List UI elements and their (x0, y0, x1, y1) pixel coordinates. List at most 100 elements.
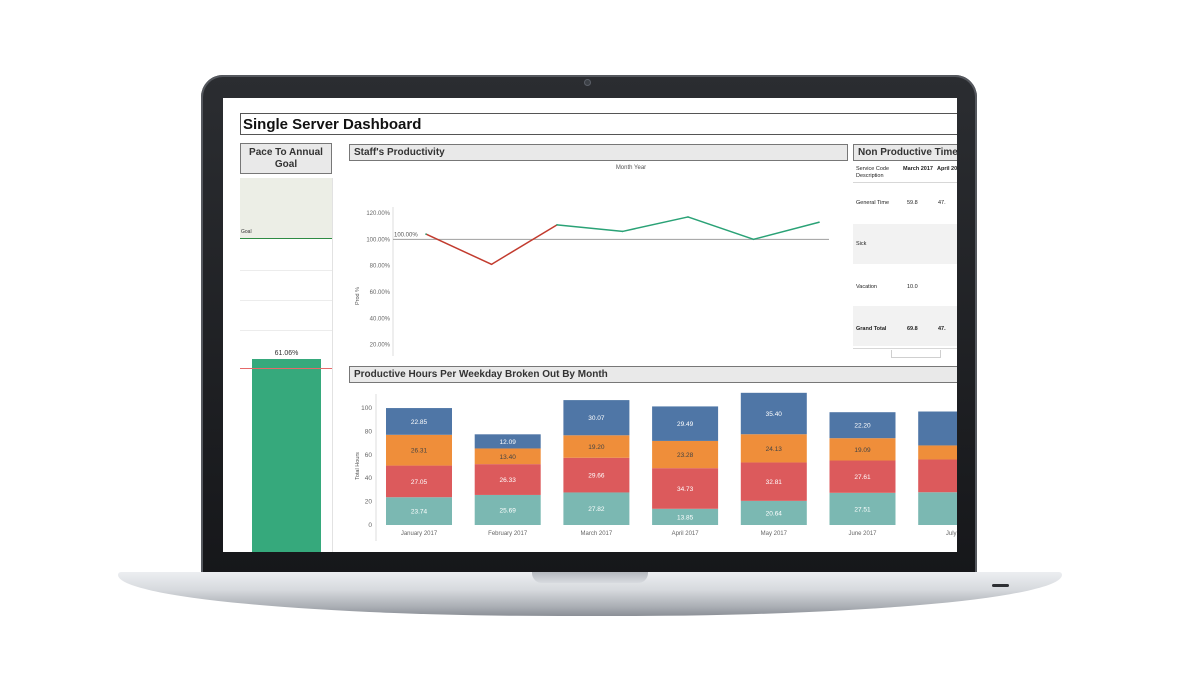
line-point (556, 224, 558, 226)
y-tick-label: 0 (368, 522, 372, 529)
y-tick-label: 40.00% (370, 316, 391, 322)
stacked-bar-segment (563, 492, 630, 525)
laptop-notch (532, 572, 648, 583)
bar-value-label: 27.61 (854, 474, 871, 481)
bar-value-label: 26.33 (500, 477, 517, 484)
pace-divider (332, 178, 333, 552)
line-point (425, 233, 427, 235)
non-productive-table: Service Code Description March 2017 Apri… (853, 164, 957, 364)
pace-red-line (240, 368, 332, 369)
laptop-indicator (992, 584, 1009, 587)
y-tick-label: 100.00% (366, 237, 390, 243)
bar-value-label: 26.31 (411, 448, 428, 455)
goal-band (240, 178, 332, 239)
line-point (818, 221, 820, 224)
y-tick-label: 80 (365, 428, 373, 435)
bar-value-label: 27.05 (411, 479, 428, 486)
pace-gridline (240, 300, 332, 301)
hours-stacked-bar-chart[interactable]: Total Hours 0 20 40 60 80 100 23.74 27.05 26.31 22… (349, 386, 957, 552)
stacked-bar-segment (386, 465, 452, 498)
pace-value: 61.06% (274, 350, 299, 357)
y-tick-label: 20 (365, 499, 373, 506)
pace-gridline (240, 330, 332, 331)
bar-value-label: 32.81 (766, 479, 783, 486)
stacked-bar-segment (829, 492, 896, 525)
stacked-bar-segment (652, 406, 719, 441)
dashboard-title: Single Server Dashboard (240, 113, 957, 135)
bar-value-label: 23.74 (411, 509, 428, 516)
line-segment (556, 224, 623, 233)
x-tick-label: June 2017 (848, 531, 877, 537)
stacked-bar-segment (918, 445, 957, 460)
camera-icon (584, 79, 591, 86)
stacked-bar-segment (474, 494, 541, 525)
table-row-name: Grand Total (856, 326, 887, 332)
x-tick-label: March 2017 (581, 531, 613, 537)
table-row-name: General Time (856, 200, 890, 206)
y-axis-title: Total Hours (355, 452, 361, 480)
reference-label: 100.00% (394, 232, 418, 238)
screen: Single Server Dashboard Pace To Annual G… (223, 98, 957, 552)
bar-value-label: 19.20 (588, 444, 605, 451)
bar-value-label: 27.51 (854, 506, 871, 513)
x-axis-title: Month Year (616, 165, 646, 171)
stacked-bar-segment (918, 459, 957, 493)
line-point (621, 230, 624, 233)
stacked-bar-segment (474, 448, 541, 465)
bar-value-label: 25.69 (500, 507, 517, 514)
stacked-bar-segment (740, 462, 807, 501)
stacked-bar-segment (652, 440, 719, 469)
table-cell: 10.0 (907, 284, 918, 290)
bar-value-label: 29.66 (588, 473, 605, 480)
stacked-bar-segment (563, 400, 630, 436)
table-cell: 59.8 (907, 200, 918, 206)
y-tick-label: 20.00% (370, 343, 391, 349)
table-row-name: Sick (856, 241, 867, 247)
y-tick-label: 60.00% (370, 290, 391, 296)
y-tick-label: 120.00% (366, 211, 390, 217)
stacked-bar-segment (652, 468, 719, 509)
y-tick-label: 60 (365, 452, 373, 459)
bar-value-label: 35.40 (766, 411, 783, 418)
stacked-bar-segment (474, 464, 541, 495)
table-cell: 47. (938, 200, 946, 206)
x-tick-label: May 2017 (761, 531, 788, 537)
col-header-april[interactable]: April 2017 (937, 166, 957, 172)
bar-value-label: 13.85 (677, 514, 694, 521)
line-segment (753, 221, 820, 241)
stacked-bar-segment (563, 457, 630, 493)
bar-value-label: 23.28 (677, 452, 694, 459)
pace-bar[interactable] (252, 359, 321, 552)
bar-value-label: 19.09 (854, 447, 871, 454)
y-tick-label: 40 (365, 475, 373, 482)
stacked-bar-segment (918, 411, 957, 446)
stacked-bar-segment (740, 392, 807, 435)
y-axis-title: Prod % (355, 287, 361, 305)
line-point (752, 238, 755, 241)
bar-value-label: 12.09 (500, 439, 517, 446)
stacked-bar-segment (652, 508, 719, 525)
stacked-bar-segment (563, 435, 630, 458)
col-header-march[interactable]: March 2017 (903, 166, 933, 172)
hours-header: Productive Hours Per Weekday Broken Out … (349, 366, 957, 383)
line-point (687, 216, 689, 218)
stacked-bar-segment (829, 412, 896, 439)
bar-value-label: 22.85 (411, 419, 428, 426)
line-segment (491, 224, 558, 265)
stacked-bar-segment (386, 497, 452, 525)
stacked-bar-segment (740, 434, 807, 463)
goal-label: Goal (241, 229, 252, 235)
bar-value-label: 22.20 (854, 423, 871, 430)
stacked-bar-segment (740, 500, 807, 525)
bar-value-label: 24.13 (766, 446, 783, 453)
x-tick-label: April 2017 (672, 531, 700, 537)
bar-value-label: 20.64 (766, 510, 783, 517)
line-segment (425, 233, 492, 266)
productivity-header: Staff's Productivity (349, 144, 848, 161)
table-cell: 69.8 (907, 326, 918, 332)
line-segment (622, 216, 689, 233)
bar-value-label: 34.73 (677, 486, 694, 493)
line-point (490, 263, 493, 266)
table-cell: 47. (938, 326, 946, 332)
